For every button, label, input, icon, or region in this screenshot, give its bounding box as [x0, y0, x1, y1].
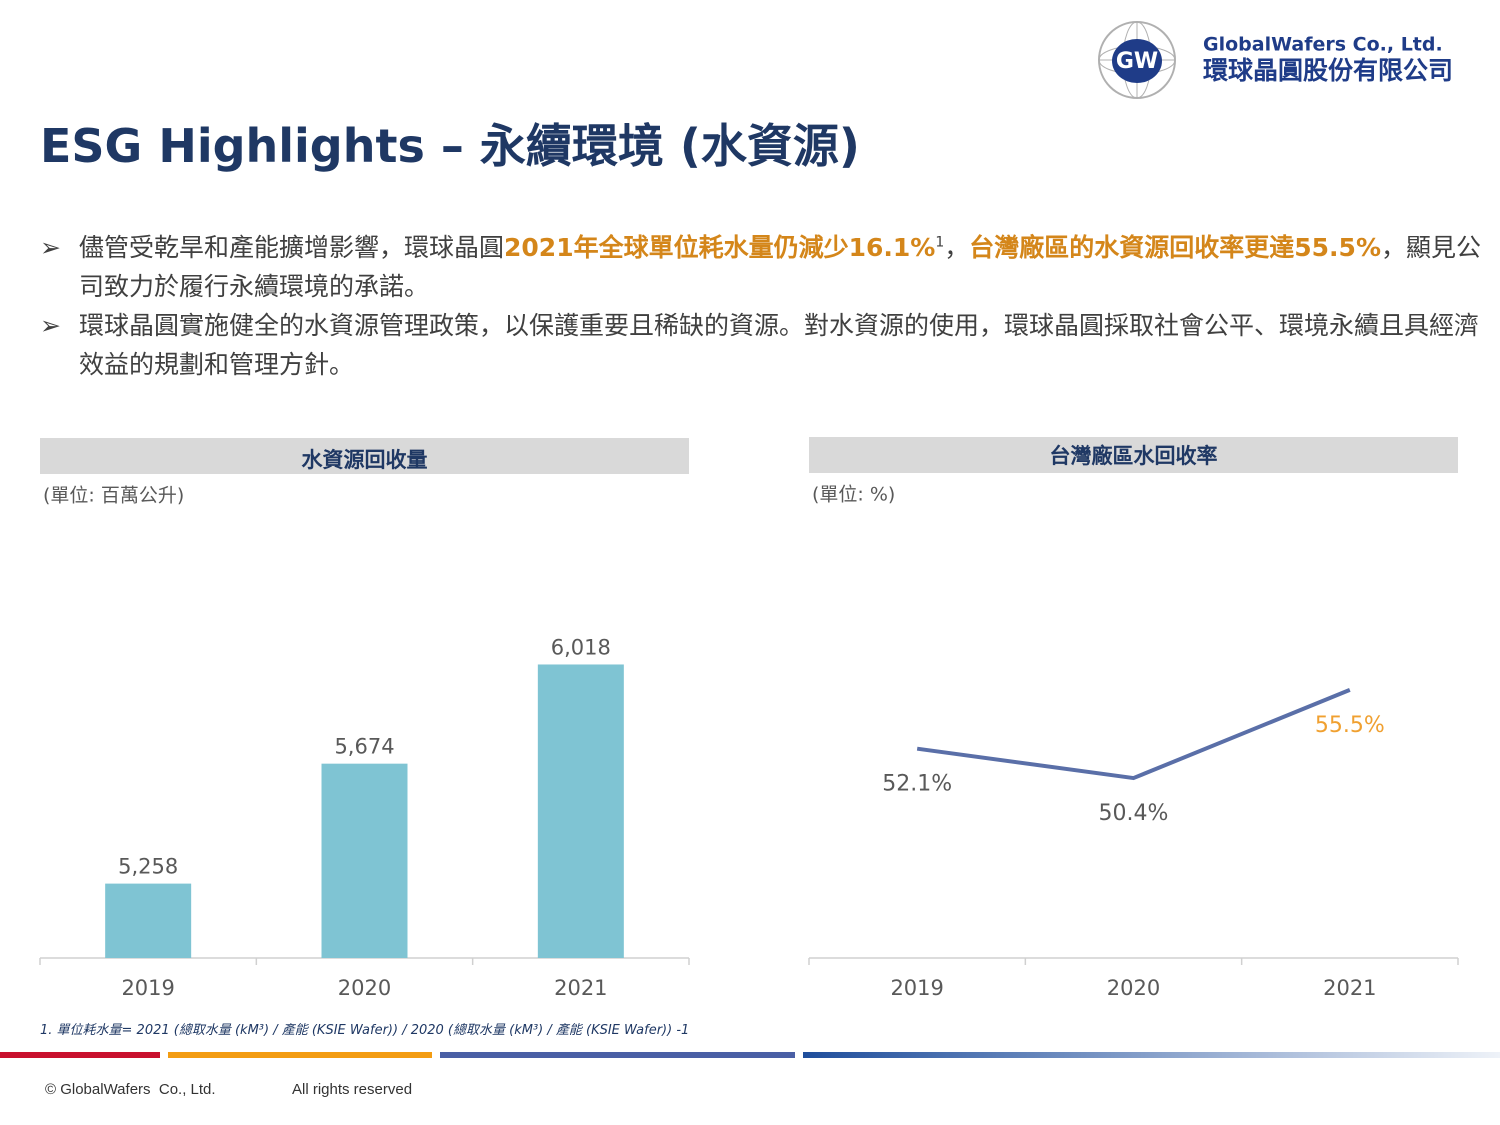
- text-run: 2021年全球單位耗水量仍減少16.1%: [504, 233, 936, 262]
- bullet-list: ➢ 儘管受乾旱和產能擴增影響，環球晶圓2021年全球單位耗水量仍減少16.1%1，…: [40, 228, 1490, 384]
- footer-bar: [168, 1052, 432, 1058]
- text-run: 環球晶圓實施健全的水資源管理政策，以保護重要且稀缺的資源。對水資源的使用，環球晶…: [79, 311, 1480, 379]
- copyright: © GlobalWafers Co., Ltd.: [45, 1081, 216, 1098]
- logo: GW GlobalWafers Co., Ltd. 環球晶圓股份有限公司: [1098, 21, 1453, 99]
- bullet: ➢ 儘管受乾旱和產能擴增影響，環球晶圓2021年全球單位耗水量仍減少16.1%1，…: [40, 228, 1490, 306]
- x-tick-label: 2019: [121, 976, 174, 1000]
- slide-title: ESG Highlights – 永續環境 (水資源): [40, 119, 860, 173]
- x-tick-label: 2021: [1323, 976, 1376, 1000]
- text-run: ，顯見公司致力於履行永續環境的承諾。: [79, 233, 1482, 301]
- chart-header: [40, 438, 689, 474]
- data-label: 5,258: [118, 855, 178, 879]
- rights: All rights reserved: [292, 1081, 413, 1098]
- bar: [321, 763, 408, 958]
- bullet-marker: ➢: [40, 311, 61, 340]
- bullet: ➢ 環球晶圓實施健全的水資源管理政策，以保護重要且稀缺的資源。對水資源的使用，環球…: [40, 306, 1490, 384]
- data-label: 6,018: [551, 635, 611, 659]
- chart-subtitle: (單位: %): [812, 484, 895, 506]
- text-run: 台灣廠區的水資源回收率更達55.5%: [969, 233, 1381, 262]
- footer-bar: [440, 1052, 795, 1058]
- footer-bar: [0, 1052, 160, 1058]
- text-run: 1: [935, 234, 945, 251]
- chart-subtitle: (單位: 百萬公升): [43, 485, 184, 507]
- bullet-marker: ➢: [40, 233, 61, 262]
- bar: [105, 883, 192, 958]
- data-label: 52.1%: [882, 772, 952, 797]
- data-label: 55.5%: [1315, 713, 1385, 738]
- chart-title: 水資源回收量: [302, 448, 428, 472]
- line: [916, 687, 1351, 781]
- x-tick-label: 2020: [1107, 976, 1160, 1000]
- company-zh: 環球晶圓股份有限公司: [1203, 56, 1453, 85]
- footnote: 1. 單位耗水量= 2021 (總取水量 (kM³) / 產能 (KSIE Wa…: [40, 1023, 690, 1038]
- chart-header: [809, 437, 1458, 473]
- x-tick-label: 2020: [338, 976, 391, 1000]
- text-run: ，: [944, 233, 970, 262]
- x-tick-label: 2021: [554, 976, 607, 1000]
- logo-text: GW: [1116, 49, 1158, 74]
- company-en: GlobalWafers Co., Ltd.: [1203, 34, 1443, 56]
- chart-title: 台灣廠區水回收率: [1050, 444, 1218, 468]
- bar: [537, 664, 624, 958]
- x-tick-label: 2019: [890, 976, 943, 1000]
- text-run: 儘管受乾旱和產能擴增影響，環球晶圓: [79, 233, 505, 262]
- data-label: 5,674: [334, 735, 394, 759]
- data-label: 50.4%: [1099, 801, 1169, 826]
- footer-bar: [803, 1052, 1500, 1058]
